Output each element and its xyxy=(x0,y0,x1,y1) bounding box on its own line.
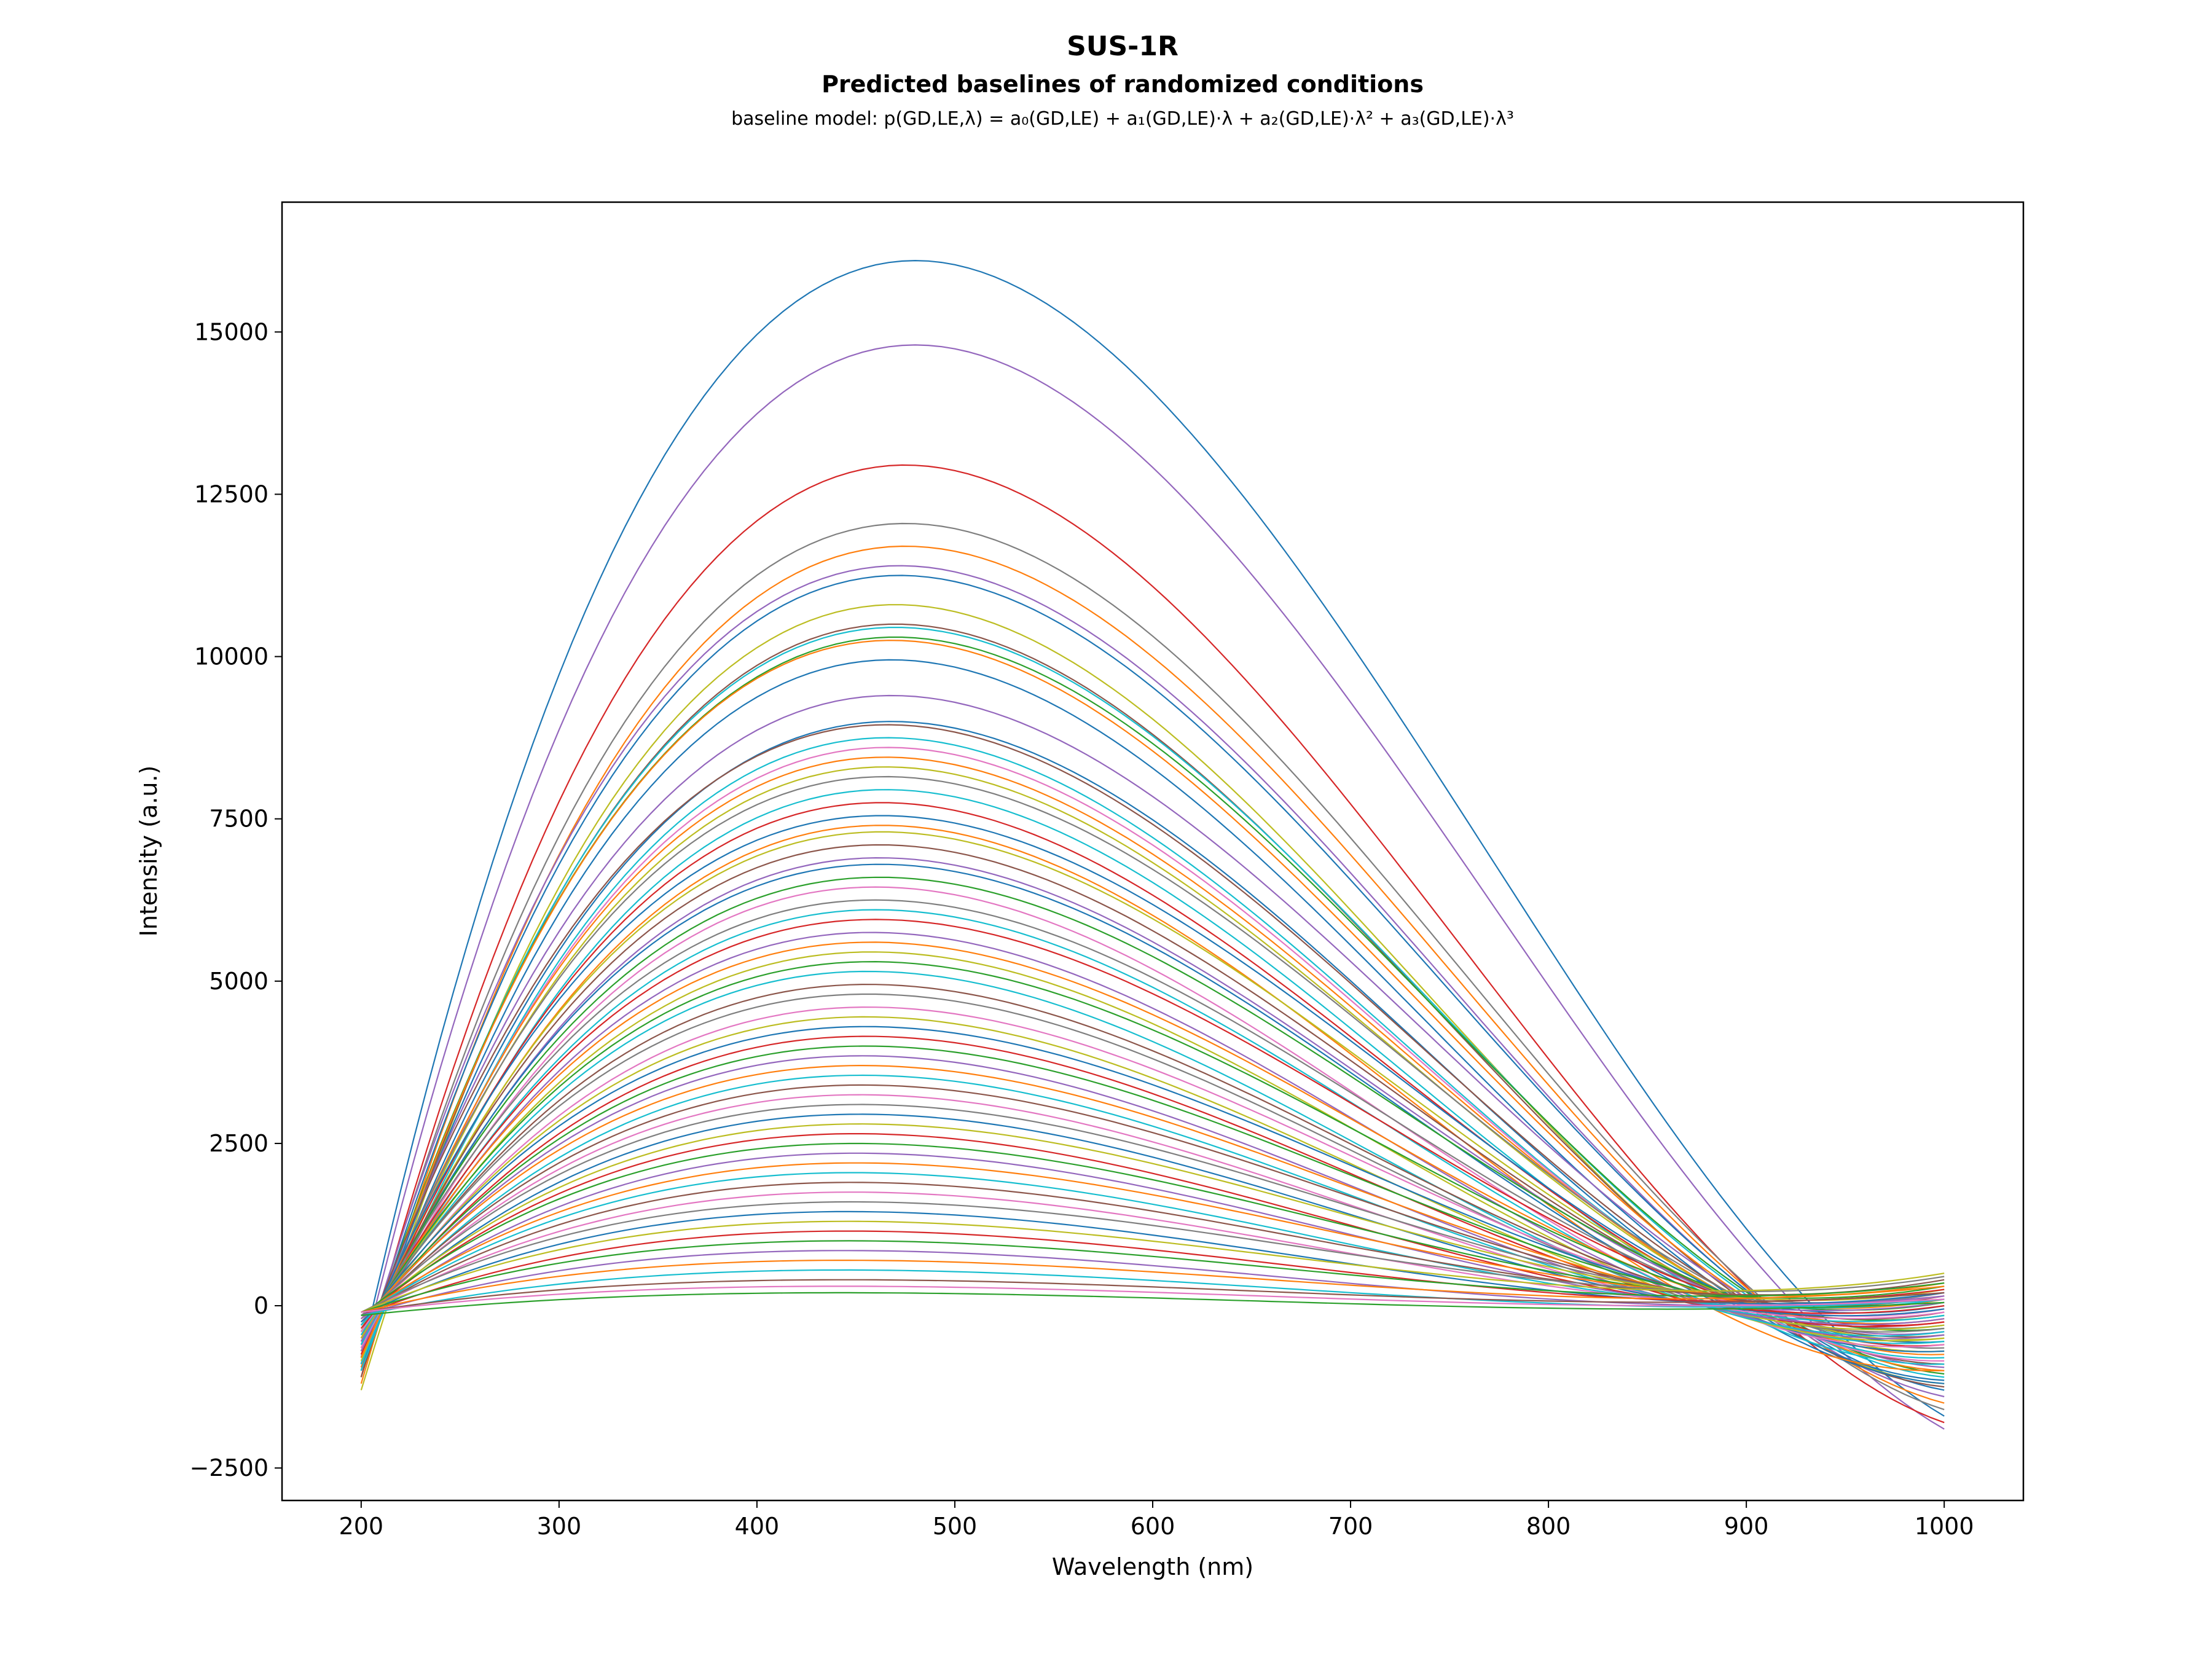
baseline-curve-3 xyxy=(360,464,1945,1424)
baseline-curve-68 xyxy=(361,1260,1945,1313)
x-tick-label: 400 xyxy=(735,1513,780,1540)
y-tick-label: −2500 xyxy=(189,1454,269,1481)
chart-title: SUS-1R xyxy=(1067,31,1179,62)
x-axis-label: Wavelength (nm) xyxy=(1052,1553,1253,1580)
x-tick-label: 1000 xyxy=(1915,1513,1974,1540)
baseline-curve-13 xyxy=(360,659,1945,1381)
baseline-curve-19 xyxy=(360,756,1945,1359)
baseline-curve-16 xyxy=(360,724,1945,1365)
y-tick-label: 5000 xyxy=(209,968,269,995)
y-tick-label: 15000 xyxy=(194,318,269,345)
baseline-curve-7 xyxy=(360,575,1945,1391)
baseline-curve-38 xyxy=(360,960,1945,1332)
baseline-curve-32 xyxy=(360,899,1945,1339)
x-axis-ticks: 200 300 400 500 600 700 800 900 1000 xyxy=(339,1500,1974,1540)
baseline-curve-1 xyxy=(360,259,1945,1417)
baseline-curve-6 xyxy=(360,565,1945,1398)
x-tick-label: 700 xyxy=(1328,1513,1373,1540)
baseline-curve-72 xyxy=(361,1292,1945,1316)
baseline-curve-66 xyxy=(361,1240,1945,1313)
baseline-curve-24 xyxy=(360,815,1945,1345)
baseline-curve-20 xyxy=(360,766,1945,1362)
baseline-curve-63 xyxy=(361,1210,1945,1316)
baseline-curve-14 xyxy=(360,694,1945,1368)
baseline-curve-10 xyxy=(360,626,1945,1378)
y-tick-label: 0 xyxy=(254,1292,269,1319)
baseline-curve-69 xyxy=(361,1269,1945,1316)
baseline-curves xyxy=(360,259,1945,1430)
x-tick-label: 500 xyxy=(933,1513,978,1540)
baseline-model-formula: baseline model: p(GD,LE,λ) = a₀(GD,LE) +… xyxy=(731,108,1514,130)
y-tick-label: 7500 xyxy=(209,806,269,833)
baseline-curve-71 xyxy=(361,1285,1945,1313)
baseline-curve-60 xyxy=(361,1182,1945,1316)
baseline-curve-64 xyxy=(361,1220,1945,1313)
y-axis-ticks: −2500 0 2500 5000 7500 10000 12500 15000 xyxy=(189,318,282,1481)
y-axis-label: Intensity (a.u.) xyxy=(135,766,162,937)
baseline-curve-70 xyxy=(361,1279,1945,1313)
x-tick-label: 600 xyxy=(1131,1513,1175,1540)
x-tick-label: 300 xyxy=(537,1513,582,1540)
plot-frame xyxy=(281,201,2025,1502)
baseline-curve-36 xyxy=(360,941,1945,1336)
baseline-curve-46 xyxy=(360,1045,1945,1326)
y-tick-label: 12500 xyxy=(194,480,269,508)
baseline-curve-67 xyxy=(361,1250,1945,1316)
baseline-curve-4 xyxy=(360,522,1945,1411)
baseline-curve-27 xyxy=(360,844,1945,1349)
x-tick-label: 800 xyxy=(1526,1513,1571,1540)
baseline-curve-28 xyxy=(360,857,1945,1352)
y-tick-label: 10000 xyxy=(194,643,269,670)
chart-subtitle: Predicted baselines of randomized condit… xyxy=(822,71,1424,98)
x-tick-label: 200 xyxy=(339,1513,384,1540)
baseline-curve-5 xyxy=(360,545,1945,1404)
baseline-curve-21 xyxy=(360,775,1945,1352)
baseline-curve-65 xyxy=(361,1230,1945,1316)
baseline-curve-34 xyxy=(360,919,1945,1339)
x-tick-label: 900 xyxy=(1724,1513,1769,1540)
baseline-curve-30 xyxy=(360,876,1945,1342)
baseline-curve-12 xyxy=(360,640,1945,1371)
baseline-curve-2 xyxy=(360,344,1945,1430)
y-tick-label: 2500 xyxy=(209,1130,269,1157)
baseline-curve-35 xyxy=(360,931,1945,1342)
